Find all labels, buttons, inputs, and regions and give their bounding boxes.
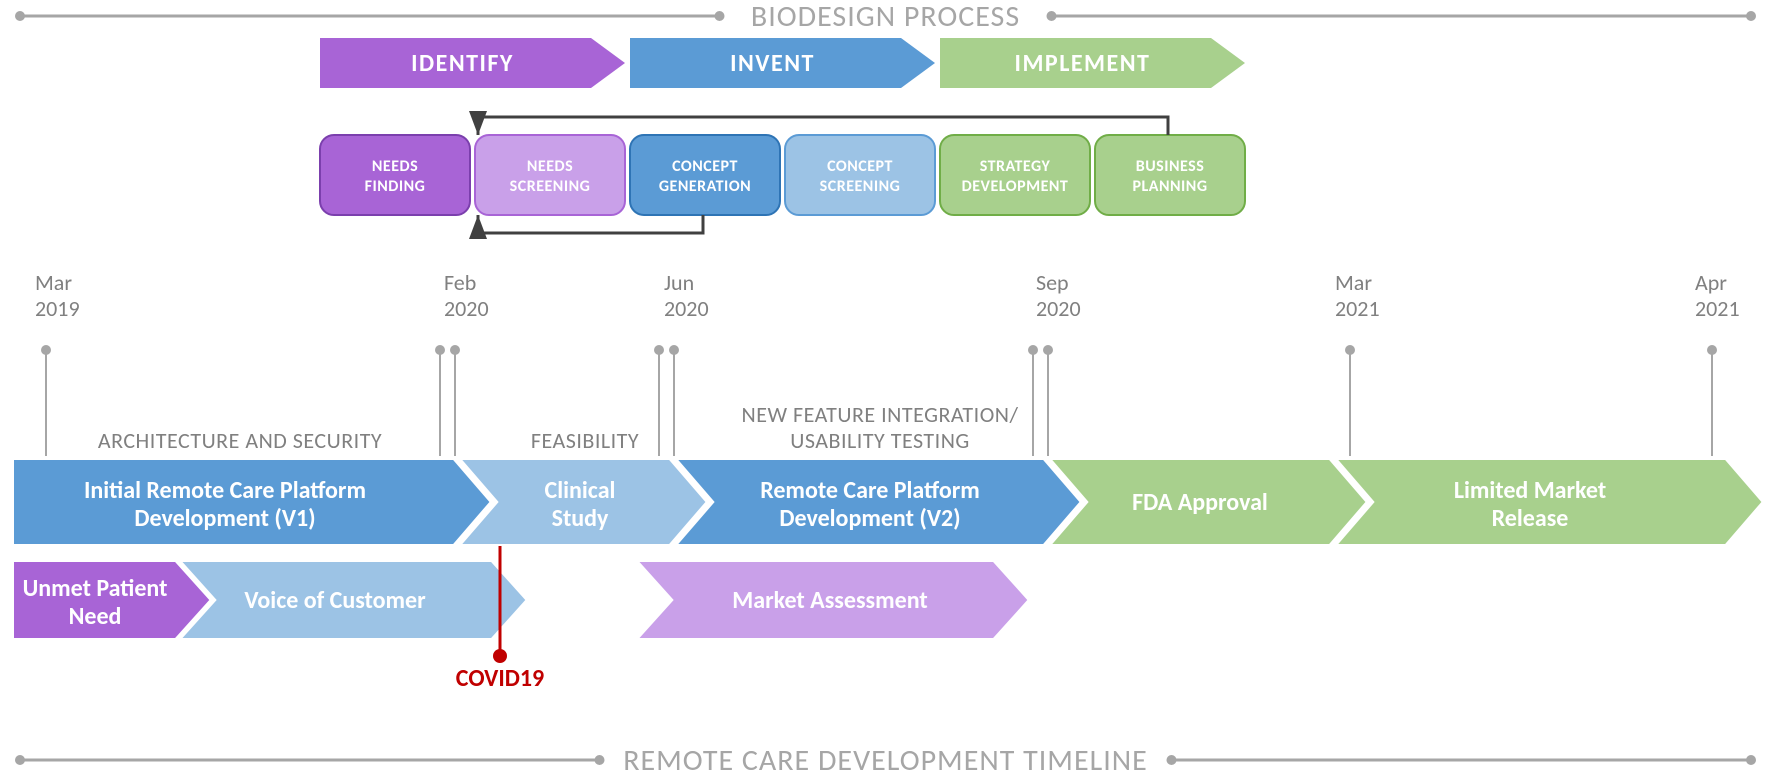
svg-text:2020: 2020: [444, 295, 489, 322]
svg-text:CONCEPT: CONCEPT: [672, 157, 738, 176]
svg-text:Clinical: Clinical: [545, 476, 616, 505]
timeline-arrow-3: FDA Approval: [1048, 458, 1368, 546]
svg-text:Study: Study: [552, 504, 609, 533]
svg-text:SCREENING: SCREENING: [510, 177, 591, 196]
svg-text:CONCEPT: CONCEPT: [827, 157, 893, 176]
svg-text:Market Assessment: Market Assessment: [732, 586, 927, 615]
date-label-5: Apr2021: [1695, 269, 1740, 322]
svg-text:2019: 2019: [35, 295, 80, 322]
svg-text:Mar: Mar: [1335, 269, 1372, 296]
top-title-divider: BIODESIGN PROCESS: [15, 0, 1756, 35]
date-label-0: Mar2019: [35, 269, 80, 322]
phase-arrow-implement: IMPLEMENT: [940, 38, 1245, 88]
date-label-4: Mar2021: [1335, 269, 1380, 322]
phase-annotation-3: USABILITY TESTING: [790, 427, 970, 454]
covid-label: COVID19: [456, 664, 544, 693]
top-title-divider-label: BIODESIGN PROCESS: [751, 0, 1020, 35]
svg-text:Jun: Jun: [664, 269, 694, 296]
date-label-2: Jun2020: [664, 269, 709, 322]
timeline-arrow-0: Initial Remote Care PlatformDevelopment …: [12, 458, 492, 546]
svg-text:DEVELOPMENT: DEVELOPMENT: [962, 177, 1069, 196]
svg-text:Release: Release: [1492, 504, 1569, 533]
svg-text:Sep: Sep: [1036, 269, 1069, 296]
svg-text:STRATEGY: STRATEGY: [980, 157, 1051, 176]
svg-text:FDA Approval: FDA Approval: [1132, 488, 1268, 517]
timeline-arrow-2: Remote Care PlatformDevelopment (V2): [674, 458, 1082, 546]
svg-text:Development (V2): Development (V2): [779, 504, 960, 533]
svg-text:NEEDS: NEEDS: [527, 157, 573, 176]
stage-box-5: BUSINESSPLANNING: [1095, 135, 1245, 215]
sub-arrow-0: Unmet PatientNeed: [12, 560, 212, 640]
svg-text:GENERATION: GENERATION: [659, 177, 751, 196]
svg-text:Limited Market: Limited Market: [1454, 476, 1606, 505]
svg-text:Voice of Customer: Voice of Customer: [244, 586, 426, 615]
stage-box-1: NEEDSSCREENING: [475, 135, 625, 215]
stage-box-0: NEEDSFINDING: [320, 135, 470, 215]
svg-text:2021: 2021: [1335, 295, 1380, 322]
feedback-arrow-0: [478, 117, 1168, 135]
svg-text:SCREENING: SCREENING: [820, 177, 901, 196]
sub-arrow-1: Voice of Customer: [178, 560, 528, 640]
timeline-arrow-1: ClinicalStudy: [458, 458, 708, 546]
stage-box-3: CONCEPTSCREENING: [785, 135, 935, 215]
phase-arrow-label: IMPLEMENT: [1015, 49, 1151, 78]
phase-annotation-1: FEASIBILITY: [531, 427, 639, 454]
phase-arrow-identify: IDENTIFY: [320, 38, 625, 88]
svg-text:PLANNING: PLANNING: [1132, 177, 1207, 196]
phase-annotation-0: ARCHITECTURE AND SECURITY: [98, 427, 382, 454]
svg-text:2020: 2020: [664, 295, 709, 322]
svg-text:Apr: Apr: [1695, 269, 1727, 296]
phase-annotation-2: NEW FEATURE INTEGRATION/: [742, 401, 1019, 428]
stage-box-4: STRATEGYDEVELOPMENT: [940, 135, 1090, 215]
phase-arrow-label: IDENTIFY: [411, 49, 514, 78]
svg-text:FINDING: FINDING: [365, 177, 426, 196]
phase-arrow-invent: INVENT: [630, 38, 935, 88]
bottom-title-divider: REMOTE CARE DEVELOPMENT TIMELINE: [15, 742, 1756, 779]
timeline-arrow-4: Limited MarketRelease: [1334, 458, 1764, 546]
svg-text:2020: 2020: [1036, 295, 1081, 322]
svg-text:BUSINESS: BUSINESS: [1136, 157, 1205, 176]
bottom-title-divider-label: REMOTE CARE DEVELOPMENT TIMELINE: [623, 742, 1148, 779]
feedback-arrow-1: [478, 215, 703, 233]
sub-arrow-2: Market Assessment: [635, 560, 1030, 640]
svg-text:Unmet Patient: Unmet Patient: [23, 574, 168, 603]
date-label-3: Sep2020: [1036, 269, 1081, 322]
phase-arrow-label: INVENT: [730, 49, 815, 78]
svg-text:Need: Need: [69, 602, 122, 631]
svg-text:NEEDS: NEEDS: [372, 157, 418, 176]
svg-text:Development (V1): Development (V1): [134, 504, 315, 533]
svg-text:Mar: Mar: [35, 269, 72, 296]
svg-text:2021: 2021: [1695, 295, 1740, 322]
svg-text:Initial Remote Care Platform: Initial Remote Care Platform: [84, 476, 366, 505]
date-label-1: Feb2020: [444, 269, 489, 322]
svg-text:Feb: Feb: [444, 269, 476, 296]
stage-box-2: CONCEPTGENERATION: [630, 135, 780, 215]
svg-text:Remote Care Platform: Remote Care Platform: [760, 476, 980, 505]
